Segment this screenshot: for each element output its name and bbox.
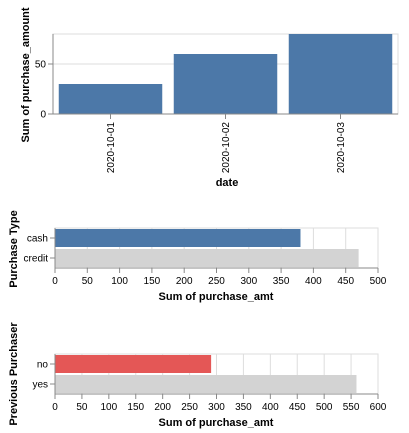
chart1-bar [288, 34, 393, 114]
chart1-y-axis-title: Sum of purchase_amount [20, 7, 32, 142]
chart2-x-tick-label: 400 [305, 276, 322, 287]
chart2-x-tick-label: 0 [52, 276, 58, 287]
chart2-bar [55, 249, 359, 267]
chart3-x-tick-label: 150 [127, 402, 144, 413]
chart2-x-tick-label: 450 [337, 276, 354, 287]
chart2-y-axis-title: Purchase Type [8, 210, 20, 287]
date-bar-chart: Sum of purchase_amount date 0 50 2020-10-0… [20, 7, 399, 189]
chart2-x-tick-label: 300 [240, 276, 257, 287]
chart3-x-tick-label: 500 [316, 402, 333, 413]
chart3-x-tick-label: 350 [235, 402, 252, 413]
chart2-x-tick-label: 50 [82, 276, 94, 287]
chart3-x-tick-label: 600 [370, 402, 387, 413]
chart1-x-tick-label: 2020-10-02 [221, 122, 232, 174]
chart3-y-axis-title: Previous Purchaser [8, 322, 20, 426]
chart3-y-tick-label: no [37, 360, 49, 371]
chart3-x-tick-label: 0 [52, 402, 58, 413]
chart3-bar [55, 355, 212, 373]
chart3-x-tick-label: 400 [262, 402, 279, 413]
chart2-bar [55, 229, 301, 247]
chart3-y-tick-label: yes [32, 380, 48, 391]
chart2-x-tick-label: 150 [144, 276, 161, 287]
chart3-x-tick-label: 300 [208, 402, 225, 413]
previous-purchaser-bar-chart: Previous Purchaser Sum of purchase_amt 0… [8, 322, 387, 429]
chart1-x-axis-title: date [216, 177, 239, 189]
chart1-x-tick-label: 2020-10-03 [336, 122, 347, 174]
chart3-x-tick-label: 200 [154, 402, 171, 413]
chart2-x-tick-label: 500 [370, 276, 387, 287]
chart2-x-tick-label: 350 [273, 276, 290, 287]
chart2-y-tick-label: cash [27, 234, 48, 245]
chart3-x-tick-label: 550 [343, 402, 360, 413]
chart2-y-tick-label: credit [24, 254, 49, 265]
chart1-y-tick-label: 50 [35, 60, 47, 71]
chart3-x-tick-label: 100 [100, 402, 117, 413]
chart2-x-tick-label: 200 [176, 276, 193, 287]
chart3-bar [55, 375, 357, 393]
chart2-x-tick-label: 100 [111, 276, 128, 287]
chart3-x-tick-label: 50 [76, 402, 88, 413]
purchase-type-bar-chart: Purchase Type Sum of purchase_amt 0 50 100… [8, 210, 387, 303]
chart3-x-tick-label: 250 [181, 402, 198, 413]
chart3-x-axis-title: Sum of purchase_amt [159, 417, 274, 429]
chart1-bar [173, 54, 278, 114]
chart1-bar [58, 84, 163, 114]
chart1-y-tick-label: 0 [40, 110, 46, 121]
chart3-x-tick-label: 450 [289, 402, 306, 413]
chart1-x-tick-label: 2020-10-01 [106, 122, 117, 174]
chart2-x-tick-label: 250 [208, 276, 225, 287]
chart2-x-axis-title: Sum of purchase_amt [159, 291, 274, 303]
